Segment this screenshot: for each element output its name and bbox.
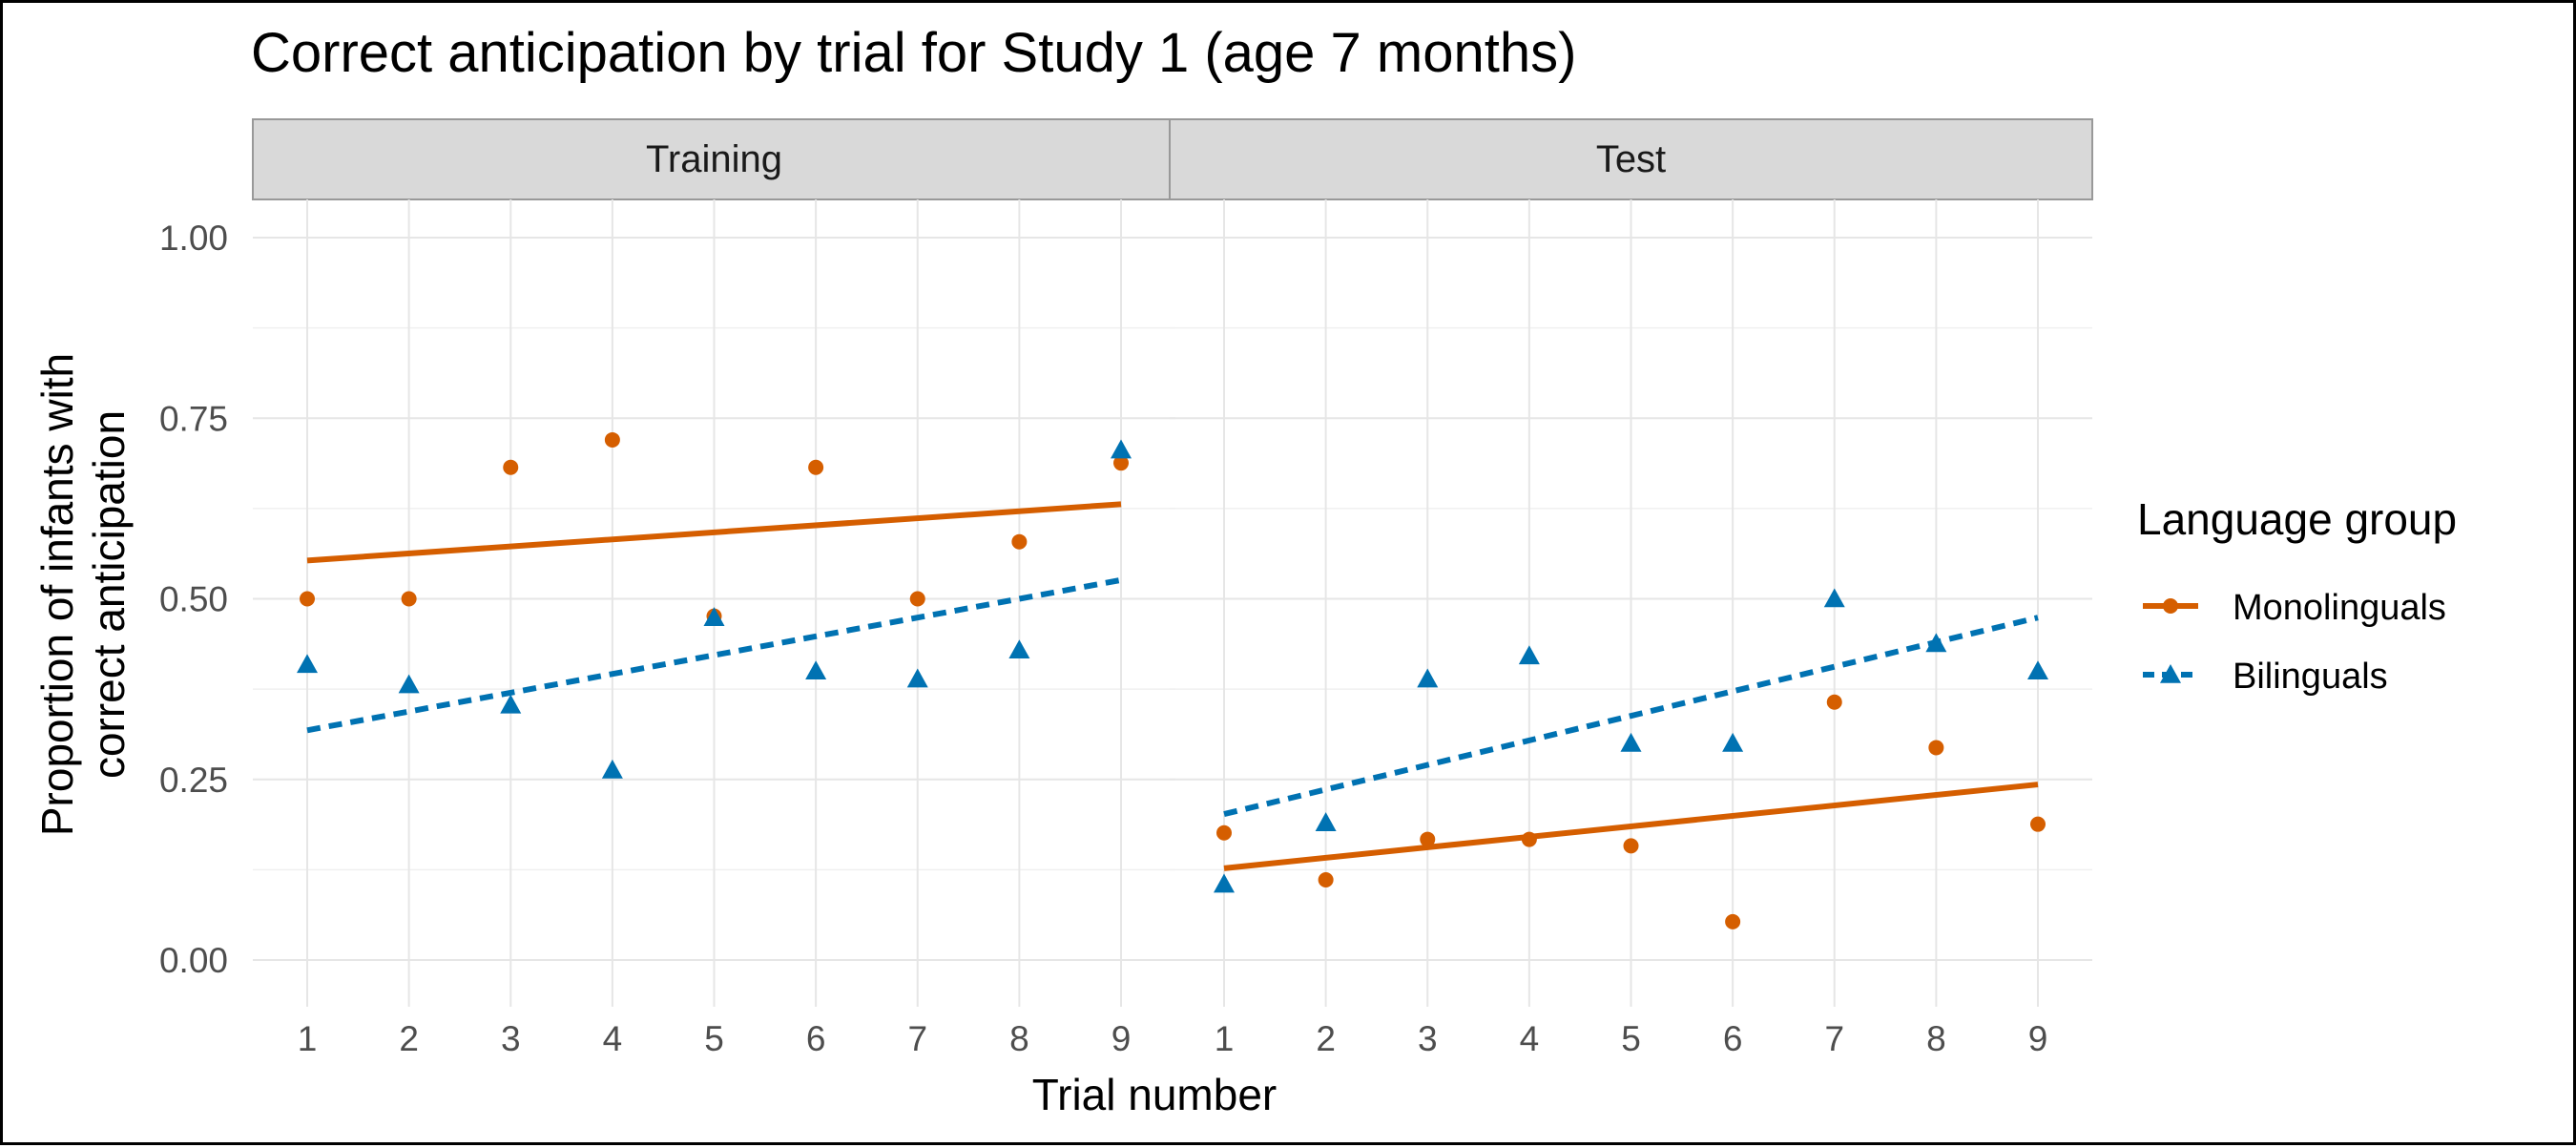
data-point — [1008, 639, 1030, 659]
x-tick-label: 7 — [1824, 1019, 1844, 1058]
x-tick-label: 3 — [501, 1019, 521, 1058]
data-point — [1521, 831, 1537, 847]
data-point — [2027, 660, 2048, 679]
data-point — [906, 668, 928, 688]
data-point — [500, 694, 522, 714]
data-point — [1011, 533, 1028, 550]
chart-panels: Training 1 2 3 4 5 6 7 8 9 0.00 0.25 0.50 0.75 1.00 Tes… — [159, 118, 2093, 1058]
data-point — [300, 591, 315, 607]
data-point — [604, 431, 620, 448]
x-tick-label: 3 — [1418, 1019, 1438, 1058]
x-tick-label: 9 — [1111, 1019, 1132, 1058]
data-point — [1214, 873, 1235, 893]
x-tick-label: 4 — [603, 1019, 623, 1058]
y-tick-label: 0.50 — [159, 580, 228, 619]
data-point — [297, 654, 318, 674]
data-point — [703, 607, 725, 626]
data-point — [1623, 838, 1639, 854]
data-point — [805, 660, 827, 679]
series-bilinguals — [1214, 588, 2048, 893]
data-point — [1725, 913, 1741, 929]
data-point — [503, 459, 519, 475]
series-bilinguals — [297, 439, 1132, 779]
x-tick-label: 2 — [399, 1019, 419, 1058]
x-tick-label: 7 — [907, 1019, 927, 1058]
y-tick-label: 1.00 — [159, 219, 228, 258]
data-point — [601, 759, 623, 779]
panel-strip — [1169, 118, 2093, 200]
panel-strip — [252, 118, 1176, 200]
legend-entry-bilinguals: Bilinguals — [2143, 657, 2388, 697]
legend-entry-label: Bilinguals — [2233, 657, 2388, 697]
data-point — [398, 674, 420, 694]
data-point — [1518, 645, 1540, 665]
x-tick-label: 5 — [1621, 1019, 1641, 1058]
x-axis-label: Trial number — [1032, 1070, 1277, 1119]
y-tick-label: 0.25 — [159, 761, 228, 800]
data-point — [1113, 455, 1129, 471]
y-tick-label: 0.75 — [159, 399, 228, 438]
panel-training: Training 1 2 3 4 5 6 7 8 9 0.00 0.25 0.50 0.75 1.00 — [159, 118, 1176, 1058]
legend-entry-label: Monolinguals — [2233, 588, 2446, 628]
y-axis-label-line-2: correct anticipation — [84, 410, 134, 779]
data-point — [1928, 740, 1944, 756]
legend-key-marker — [2163, 598, 2178, 614]
data-point — [1826, 694, 1842, 710]
data-point — [808, 459, 824, 475]
x-tick-label: 1 — [1215, 1019, 1235, 1058]
legend: Language group Monolinguals Bilinguals — [2137, 494, 2457, 697]
x-tick-label: 2 — [1316, 1019, 1336, 1058]
x-tick-label: 6 — [1723, 1019, 1743, 1058]
data-point — [909, 591, 925, 607]
x-tick-label: 4 — [1520, 1019, 1540, 1058]
data-point — [1420, 831, 1436, 847]
data-point — [1722, 732, 1744, 752]
series-monolinguals — [1216, 694, 2046, 929]
x-tick-label: 6 — [806, 1019, 826, 1058]
gridlines — [253, 199, 1175, 1007]
y-axis-label: Proportion of infants with correct antic… — [32, 353, 134, 836]
trend-line — [1223, 615, 2039, 818]
data-point — [1315, 812, 1337, 831]
gridlines — [1170, 199, 2092, 1007]
panel-test: Test 1 2 3 4 5 6 7 8 9 — [1169, 118, 2093, 1058]
y-tick-label: 0.00 — [159, 941, 228, 980]
legend-key-marker — [2160, 664, 2181, 683]
x-tick-label: 8 — [1926, 1019, 1946, 1058]
data-point — [1111, 439, 1132, 459]
x-tick-label: 9 — [2028, 1019, 2048, 1058]
data-point — [1417, 668, 1439, 688]
data-point — [1823, 588, 1845, 608]
chart-title: Correct anticipation by trial for Study … — [251, 22, 1576, 84]
data-point — [1318, 871, 1334, 887]
chart-canvas: Correct anticipation by trial for Study … — [32, 22, 2457, 1119]
x-tick-label: 8 — [1009, 1019, 1029, 1058]
panel-strip-label: Training — [646, 138, 782, 180]
legend-entries: Monolinguals Bilinguals — [2143, 588, 2446, 697]
data-point — [2030, 816, 2046, 832]
data-point — [401, 591, 417, 607]
legend-title: Language group — [2137, 494, 2457, 544]
x-tick-label: 1 — [298, 1019, 318, 1058]
trend-line — [1223, 782, 2039, 871]
trend-line — [306, 501, 1122, 564]
data-point — [1216, 824, 1232, 841]
legend-entry-monolinguals: Monolinguals — [2143, 588, 2446, 628]
y-axis-label-line-1: Proportion of infants with — [32, 353, 82, 836]
x-tick-label: 5 — [704, 1019, 724, 1058]
data-point — [1925, 633, 1947, 653]
trend-line — [306, 576, 1122, 734]
panel-strip-label: Test — [1596, 138, 1666, 180]
data-point — [1620, 732, 1642, 752]
